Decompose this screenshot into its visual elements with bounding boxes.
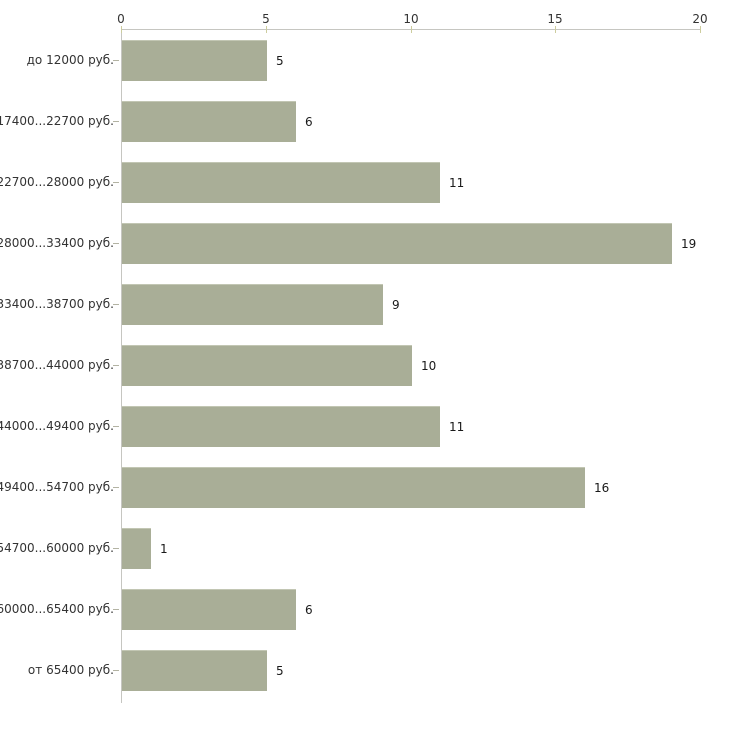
x-axis-tick-label: 20 <box>692 12 708 26</box>
category-label: от 65400 руб. <box>27 662 114 677</box>
bar <box>122 528 151 569</box>
category-label: 33400...38700 руб. <box>0 296 114 311</box>
category-tick <box>113 609 119 610</box>
category-label: 60000...65400 руб. <box>0 601 114 616</box>
x-axis-tick <box>411 26 412 33</box>
category-tick <box>113 243 119 244</box>
bar <box>122 223 672 264</box>
x-axis-tick-label: 10 <box>403 12 419 26</box>
x-axis-tick <box>555 26 556 33</box>
category-label: 54700...60000 руб. <box>0 540 114 555</box>
bar <box>122 162 440 203</box>
bar-value-label: 6 <box>305 114 313 129</box>
bar-value-label: 10 <box>421 358 437 373</box>
x-axis-tick-label: 0 <box>117 12 125 26</box>
bar-value-label: 6 <box>305 602 313 617</box>
bar <box>122 467 585 508</box>
category-tick <box>113 121 119 122</box>
category-tick <box>113 60 119 61</box>
bar <box>122 406 440 447</box>
category-label: до 12000 руб. <box>26 52 114 67</box>
category-tick <box>113 548 119 549</box>
bar-value-label: 1 <box>160 541 168 556</box>
x-axis-tick-label: 15 <box>547 12 563 26</box>
bar <box>122 40 267 81</box>
y-axis-line <box>121 29 122 703</box>
category-tick <box>113 365 119 366</box>
bar-value-label: 9 <box>392 297 400 312</box>
bar-value-label: 16 <box>594 480 610 495</box>
bar-value-label: 5 <box>276 53 284 68</box>
category-tick <box>113 670 119 671</box>
category-tick <box>113 487 119 488</box>
category-tick <box>113 426 119 427</box>
category-label: 38700...44000 руб. <box>0 357 114 372</box>
x-axis-tick <box>266 26 267 33</box>
bar <box>122 284 383 325</box>
category-label: 17400...22700 руб. <box>0 113 114 128</box>
bar <box>122 650 267 691</box>
category-label: 44000...49400 руб. <box>0 418 114 433</box>
x-axis-tick <box>700 26 701 33</box>
bar-value-label: 19 <box>681 236 697 251</box>
category-label: 28000...33400 руб. <box>0 235 114 250</box>
bar <box>122 345 412 386</box>
category-tick <box>113 304 119 305</box>
x-axis-tick-label: 5 <box>262 12 270 26</box>
bar-value-label: 5 <box>276 663 284 678</box>
category-label: 49400...54700 руб. <box>0 479 114 494</box>
x-axis-tick <box>121 26 122 33</box>
category-tick <box>113 182 119 183</box>
bar <box>122 101 296 142</box>
bar <box>122 589 296 630</box>
bar-value-label: 11 <box>449 175 465 190</box>
bar-value-label: 11 <box>449 419 465 434</box>
category-label: 22700...28000 руб. <box>0 174 114 189</box>
